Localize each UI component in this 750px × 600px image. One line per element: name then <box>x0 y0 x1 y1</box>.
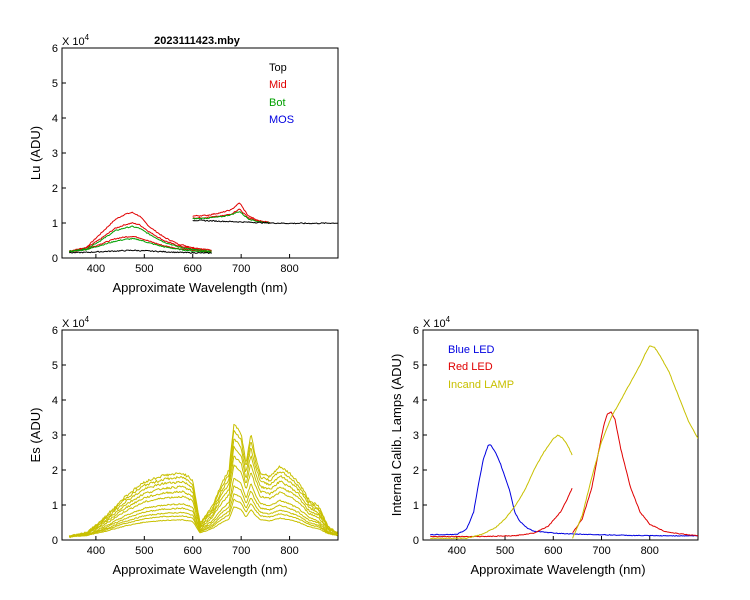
y-axis-label: Es (ADU) <box>28 408 43 463</box>
series-line-red <box>572 411 698 537</box>
plot-frame <box>61 329 339 541</box>
es-series-line <box>68 429 338 538</box>
y-tick-label: 1 <box>52 500 58 512</box>
y-tick-label: 6 <box>52 43 58 55</box>
es-series-line <box>69 477 338 538</box>
y-tick-label: 1 <box>52 218 58 230</box>
legend-mos: MOS <box>269 114 294 126</box>
legend-blue-led: Blue LED <box>448 344 495 356</box>
y-multiplier-base: X 10 <box>423 318 446 330</box>
series-line-top <box>68 249 212 254</box>
y-multiplier-exp: 4 <box>446 315 451 324</box>
series-line-bot <box>192 211 271 224</box>
lamps-chart: X 104 Approximate Wavelength (nm) Intern… <box>389 315 699 577</box>
x-tick-label: 400 <box>87 263 105 275</box>
y-tick-label: 0 <box>52 253 58 265</box>
series-group <box>430 345 698 540</box>
y-tick-label: 0 <box>52 535 58 547</box>
y-multiplier-base: X 10 <box>62 318 85 330</box>
legend-red-led: Red LED <box>448 361 493 373</box>
x-axis-label: Approximate Wavelength (nm) <box>470 562 645 577</box>
x-axis-label: Approximate Wavelength (nm) <box>112 562 287 577</box>
x-tick-label: 500 <box>135 263 153 275</box>
x-tick-label: 800 <box>280 545 298 557</box>
y-tick-label: 0 <box>413 535 419 547</box>
legend-incand-lamp: Incand LAMP <box>448 379 514 391</box>
y-multiplier-exp: 4 <box>85 315 90 324</box>
y-axis-label: Lu (ADU) <box>28 126 43 180</box>
x-tick-label: 700 <box>592 545 610 557</box>
es-series-line <box>68 423 338 539</box>
lu-chart: 2023111423.mby X 104 Approximate Wavelen… <box>28 33 339 295</box>
x-tick-label: 600 <box>184 263 202 275</box>
es-series-line <box>68 455 338 538</box>
x-tick-label: 800 <box>641 545 659 557</box>
series-line-bot <box>69 237 212 253</box>
y-tick-label: 5 <box>52 360 58 372</box>
y-multiplier-exp: 4 <box>85 33 90 42</box>
chart-title: 2023111423.mby <box>154 35 241 47</box>
x-tick-label: 600 <box>544 545 562 557</box>
series-line-lamp <box>430 434 573 540</box>
y-tick-label: 3 <box>52 148 58 160</box>
series-line-top <box>192 219 338 225</box>
y-tick-label: 5 <box>413 360 419 372</box>
x-tick-label: 600 <box>184 545 202 557</box>
y-multiplier: X 104 <box>62 315 90 330</box>
y-tick-label: 4 <box>52 395 58 407</box>
es-series-line <box>69 506 338 538</box>
x-tick-label: 800 <box>280 263 298 275</box>
series-line-mid <box>69 236 212 253</box>
x-tick-label: 400 <box>87 545 105 557</box>
y-tick-label: 4 <box>413 395 419 407</box>
series-line-red <box>430 488 573 538</box>
y-tick-label: 3 <box>413 430 419 442</box>
series-line-mid <box>69 211 212 252</box>
y-tick-label: 2 <box>413 465 419 477</box>
es-series-line <box>69 464 338 538</box>
legend: Blue LED Red LED Incand LAMP <box>448 344 514 391</box>
y-multiplier: X 104 <box>423 315 451 330</box>
y-tick-label: 2 <box>52 465 58 477</box>
es-series-line <box>69 493 338 538</box>
series-line-bot <box>68 225 212 253</box>
y-multiplier-base: X 10 <box>62 36 85 48</box>
y-tick-label: 3 <box>52 430 58 442</box>
es-series-line <box>69 485 338 538</box>
series-group <box>68 202 338 254</box>
legend: Top Mid Bot MOS <box>269 62 294 126</box>
x-tick-label: 400 <box>448 545 466 557</box>
series-line-mid <box>68 222 212 252</box>
x-tick-label: 700 <box>232 263 250 275</box>
y-tick-label: 1 <box>413 500 419 512</box>
x-tick-label: 500 <box>496 545 514 557</box>
y-tick-label: 5 <box>52 78 58 90</box>
series-group <box>68 423 338 539</box>
es-series-line <box>68 445 338 538</box>
y-tick-label: 6 <box>413 325 419 337</box>
legend-top: Top <box>269 62 287 74</box>
y-multiplier: X 104 <box>62 33 90 48</box>
legend-mid: Mid <box>269 79 287 91</box>
y-tick-label: 6 <box>52 325 58 337</box>
series-line-blue <box>430 444 698 537</box>
x-tick-label: 500 <box>135 545 153 557</box>
y-tick-label: 4 <box>52 113 58 125</box>
x-axis-label: Approximate Wavelength (nm) <box>112 280 287 295</box>
y-tick-label: 2 <box>52 183 58 195</box>
es-chart: X 104 Approximate Wavelength (nm) Es (AD… <box>28 315 339 577</box>
legend-bot: Bot <box>269 97 286 109</box>
plot-frame <box>61 47 339 259</box>
series-line-lamp <box>572 345 698 539</box>
y-axis-label: Internal Calib. Lamps (ADU) <box>389 354 404 517</box>
x-tick-label: 700 <box>232 545 250 557</box>
series-line-mid <box>192 202 271 224</box>
